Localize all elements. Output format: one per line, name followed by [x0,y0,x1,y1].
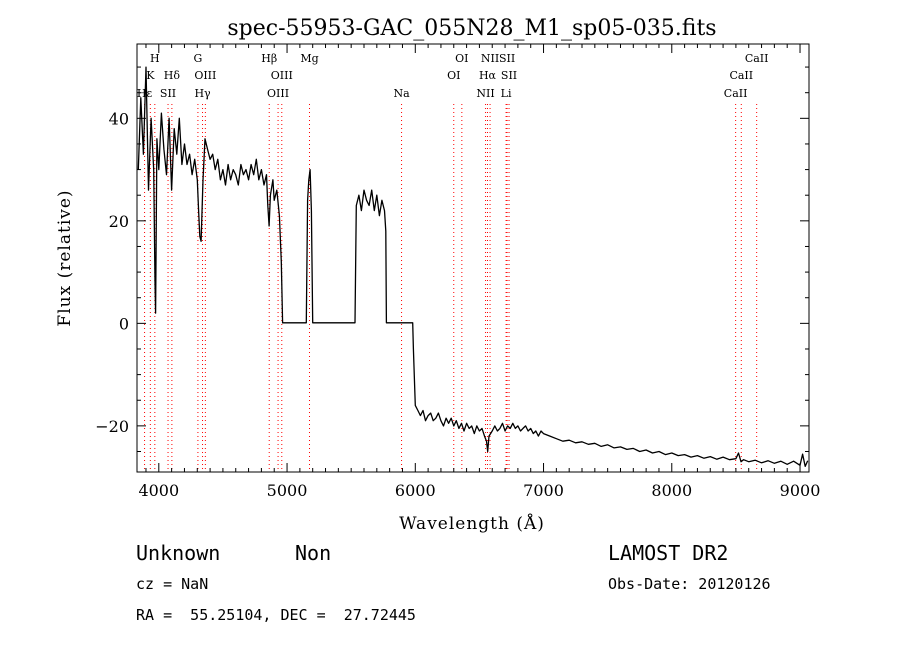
marker-label-20: Li [501,87,512,100]
x-tick-label-1: 5000 [267,481,308,500]
marker-label-19: NII [476,87,494,100]
marker-label-4: SII [160,87,176,100]
marker-label-7: Hγ [194,87,211,100]
marker-label-13: OI [455,52,468,65]
axes: 4000 5000 6000 7000 8000 9000 −20 0 20 40 [95,44,820,500]
marker-label-15: NII [481,52,499,65]
plot-frame [136,43,810,473]
redshift-readout: cz = NaN [136,575,208,593]
marker-label-10: OIII [267,87,289,100]
x-tick-label-2: 6000 [395,481,436,500]
marker-label-9: OIII [271,69,293,82]
coordinates: RA = 55.25104, DEC = 27.72445 [136,606,416,624]
marker-label-11: Mg [300,52,318,65]
spectrum-line-0 [137,66,809,468]
x-tick-label-3: 7000 [523,481,564,500]
marker-label-18: SII [501,69,517,82]
object-subclass: Non [295,541,331,565]
survey-name: LAMOST DR2 [608,541,728,565]
marker-label-12: Na [393,87,410,100]
chart-title: spec-55953-GAC_055N28_M1_sp05-035.fits [227,16,716,41]
y-tick-label-0: −20 [95,417,129,436]
x-tick-label-0: 4000 [138,481,179,500]
x-tick-label-5: 9000 [780,481,821,500]
x-tick-label-4: 8000 [651,481,692,500]
x-axis-label: Wavelength (Å) [399,513,545,534]
marker-label-3: Hδ [164,69,181,82]
marker-label-0: H [150,52,160,65]
obs-date: Obs-Date: 20120126 [608,575,771,593]
marker-label-17: Hα [479,69,497,82]
marker-label-16: SII [499,52,515,65]
marker-label-6: OIII [194,69,216,82]
y-tick-label-3: 40 [109,109,129,128]
y-axis-label: Flux (relative) [55,189,75,326]
marker-label-23: CaII [724,87,748,100]
marker-label-5: G [194,52,203,65]
marker-label-8: Hβ [261,52,277,65]
marker-label-22: CaII [729,69,753,82]
object-class: Unknown [136,541,220,565]
marker-label-1: K [146,69,155,82]
marker-label-21: CaII [745,52,769,65]
marker-label-14: OI [447,69,460,82]
y-tick-label-1: 0 [119,314,129,333]
y-tick-label-2: 20 [109,212,129,231]
spectrum-series [137,66,809,468]
